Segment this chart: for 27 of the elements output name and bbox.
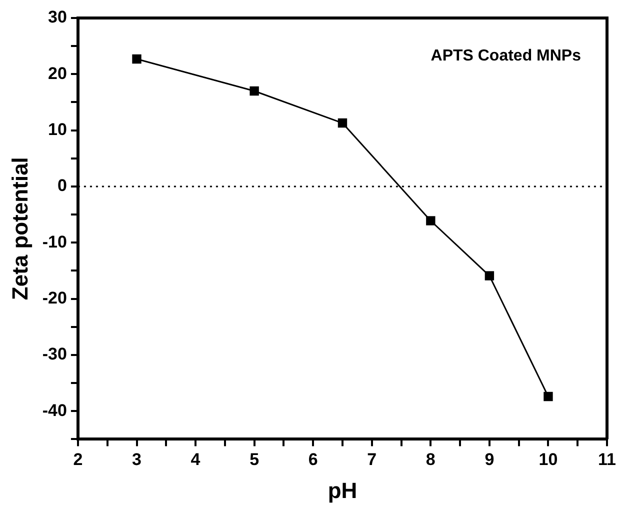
x-tick-label: 5 <box>250 450 260 470</box>
annotation: APTS Coated MNPs <box>430 47 582 64</box>
x-tick-label: 10 <box>538 450 558 470</box>
y-tick-label: -30 <box>42 344 67 364</box>
point <box>132 54 142 64</box>
x-tick-label: 8 <box>426 450 436 470</box>
x-tick-label: 11 <box>598 450 616 470</box>
point <box>484 271 494 280</box>
x-tick-label: 3 <box>132 450 142 470</box>
x-tick-label: 4 <box>190 450 201 470</box>
y-tick-label: -40 <box>42 400 67 420</box>
x-tick-label: 9 <box>484 450 494 470</box>
y-tick-label: 30 <box>48 8 67 27</box>
y-tick-label: 20 <box>48 64 67 83</box>
x-tick-label: 6 <box>308 450 318 470</box>
y-axis-title: Zeta potential <box>7 157 32 300</box>
x-tick-label: 2 <box>73 450 83 470</box>
y-tick-label: -20 <box>42 288 67 308</box>
x-tick-label: 7 <box>367 450 377 470</box>
y-tick-label: -10 <box>42 232 67 252</box>
point <box>338 118 348 128</box>
point <box>544 392 553 402</box>
y-tick-label: 0 <box>58 176 67 196</box>
point <box>250 86 259 96</box>
point <box>426 216 436 226</box>
x-axis-title: pH <box>328 478 358 503</box>
y-tick-label: 10 <box>48 120 67 140</box>
